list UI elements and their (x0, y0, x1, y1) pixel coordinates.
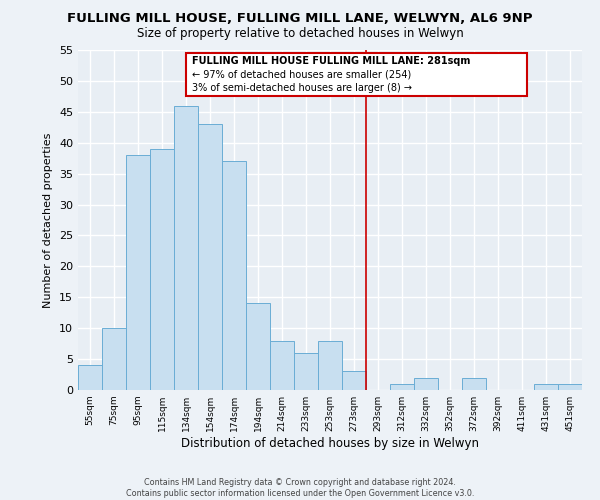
Bar (198, 124, 222, 390)
Bar (126, 155, 150, 390)
Bar (462, 378, 486, 390)
Bar (270, 340, 294, 390)
Bar (558, 384, 582, 390)
Text: Size of property relative to detached houses in Welwyn: Size of property relative to detached ho… (137, 28, 463, 40)
X-axis label: Distribution of detached houses by size in Welwyn: Distribution of detached houses by size … (181, 437, 479, 450)
Bar (174, 106, 198, 390)
Bar (390, 384, 414, 390)
Bar (78, 366, 102, 390)
Bar (222, 162, 246, 390)
Text: FULLING MILL HOUSE FULLING MILL LANE: 281sqm: FULLING MILL HOUSE FULLING MILL LANE: 28… (192, 56, 470, 66)
Bar (102, 328, 126, 390)
Bar (342, 372, 366, 390)
Bar (150, 149, 174, 390)
Bar (246, 304, 270, 390)
Text: 3% of semi-detached houses are larger (8) →: 3% of semi-detached houses are larger (8… (192, 83, 412, 93)
Text: FULLING MILL HOUSE, FULLING MILL LANE, WELWYN, AL6 9NP: FULLING MILL HOUSE, FULLING MILL LANE, W… (67, 12, 533, 26)
FancyBboxPatch shape (186, 53, 527, 96)
Bar (414, 378, 438, 390)
Text: ← 97% of detached houses are smaller (254): ← 97% of detached houses are smaller (25… (192, 69, 411, 79)
Text: Contains HM Land Registry data © Crown copyright and database right 2024.
Contai: Contains HM Land Registry data © Crown c… (126, 478, 474, 498)
Bar (534, 384, 558, 390)
Bar (294, 353, 318, 390)
Bar (318, 340, 342, 390)
Y-axis label: Number of detached properties: Number of detached properties (43, 132, 53, 308)
